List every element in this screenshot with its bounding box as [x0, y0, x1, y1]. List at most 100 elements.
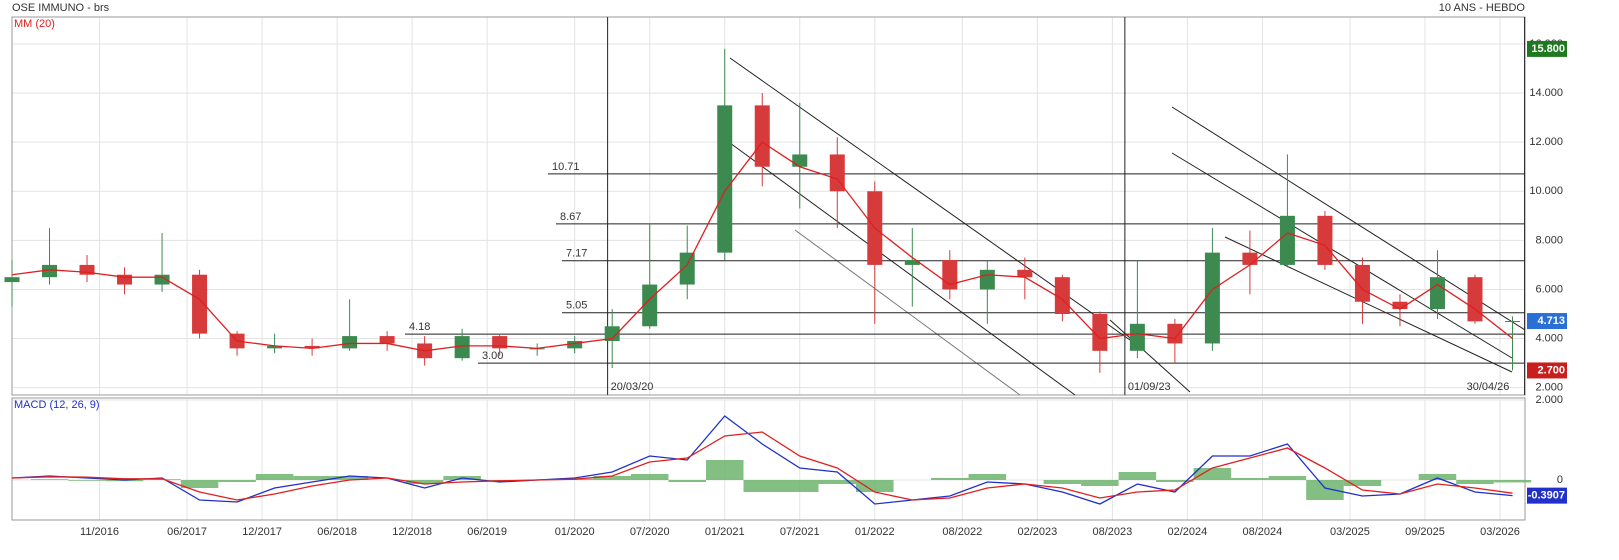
- level-label: 8.67: [560, 211, 581, 223]
- x-tick-label: 08/2023: [1092, 526, 1132, 538]
- candle-body: [567, 341, 583, 349]
- value-badge: [1527, 313, 1567, 330]
- x-tick-label: 01/2022: [855, 526, 895, 538]
- subtitle: 10 ANS - HEBDO: [1439, 2, 1526, 14]
- candle-body: [679, 252, 695, 285]
- candle-body: [267, 345, 283, 349]
- histogram-bar: [1118, 472, 1157, 480]
- x-tick-label: 08/2024: [1243, 526, 1283, 538]
- y-tick-label: 8.000: [1535, 234, 1563, 246]
- value-badge: [1527, 487, 1567, 504]
- marker-label: 20/03/20: [611, 381, 654, 393]
- y-tick-label: 10.000: [1529, 185, 1563, 197]
- histogram-bar: [818, 480, 857, 484]
- histogram-bar: [743, 480, 782, 492]
- candle-body: [1467, 277, 1483, 322]
- histogram-bar: [1343, 480, 1382, 486]
- histogram-bar: [1493, 480, 1532, 483]
- trend-line: [729, 142, 1076, 396]
- x-tick-label: 11/2016: [80, 526, 119, 538]
- level-label: 5.05: [566, 300, 587, 312]
- x-tick-label: 06/2017: [167, 526, 207, 538]
- histogram-bar: [968, 474, 1007, 480]
- candle-body: [1279, 215, 1295, 265]
- histogram-bar: [1418, 474, 1457, 480]
- histogram-bar: [218, 480, 256, 482]
- y-tick-label: 2.000: [1535, 394, 1563, 406]
- y-tick-label: 2.000: [1535, 382, 1563, 394]
- trend-line: [1171, 152, 1513, 359]
- y-tick-label: 12.000: [1529, 136, 1563, 148]
- y-tick-label: 14.000: [1529, 87, 1563, 99]
- candle-body: [1129, 323, 1145, 351]
- histogram-bar: [931, 478, 969, 480]
- histogram-bar: [593, 476, 631, 480]
- level-label: 4.18: [409, 321, 430, 333]
- x-tick-label: 03/2026: [1480, 526, 1520, 538]
- candle-body: [379, 336, 395, 344]
- legend-label: MM (20): [14, 18, 55, 30]
- x-tick-label: 02/2024: [1168, 526, 1208, 538]
- value-badge: [1527, 40, 1567, 57]
- candle-body: [1317, 215, 1333, 265]
- candle-body: [1017, 269, 1033, 278]
- trend-lines: [405, 17, 1526, 396]
- histogram-bar: [668, 480, 706, 482]
- x-tick-label: 08/2022: [942, 526, 982, 538]
- candle-body: [829, 154, 845, 192]
- grid: [12, 399, 1525, 520]
- value-badge-label: 15.800: [1531, 43, 1565, 55]
- level-label: 7.17: [566, 248, 587, 260]
- candle-body: [304, 345, 320, 349]
- histogram-bar: [293, 476, 331, 480]
- value-badge-label: 2.700: [1537, 364, 1565, 376]
- histogram-bar: [1081, 480, 1119, 486]
- y-tick-label: 0: [1557, 474, 1563, 486]
- candle-body: [4, 277, 20, 283]
- series-line: [11, 415, 1513, 505]
- x-tick-label: 09/2025: [1405, 526, 1445, 538]
- value-badge-label: -0.3907: [1528, 490, 1565, 502]
- histogram-bar: [1156, 480, 1194, 482]
- candle-body: [1392, 301, 1408, 310]
- histogram-bar: [143, 479, 181, 480]
- histogram-bar: [255, 474, 294, 480]
- candle-body: [192, 274, 208, 334]
- y-tick-label: 4.000: [1535, 332, 1563, 344]
- candle-body: [792, 154, 808, 167]
- histogram-bar: [68, 480, 106, 481]
- x-tick-label: 01/2021: [705, 526, 745, 538]
- candle-body: [117, 274, 133, 285]
- candle-body: [979, 269, 995, 290]
- histogram-bar: [781, 480, 819, 492]
- candle-body: [717, 105, 733, 253]
- histogram-bar: [405, 480, 444, 484]
- marker-label: 30/04/26: [1467, 381, 1510, 393]
- histogram-bar: [1456, 480, 1494, 484]
- x-tick-label: 06/2019: [467, 526, 507, 538]
- candle-body: [1354, 264, 1370, 302]
- histogram-bar: [1043, 480, 1082, 484]
- x-tick-label: 07/2021: [780, 526, 820, 538]
- histogram-bar: [330, 476, 369, 480]
- candle-body: [1092, 314, 1108, 351]
- y-tick-label: 6.000: [1535, 283, 1563, 295]
- candle-body: [604, 326, 620, 341]
- x-tick-label: 02/2023: [1017, 526, 1057, 538]
- candle-body: [754, 105, 770, 167]
- series-line: [11, 141, 1513, 352]
- x-tick-label: 12/2018: [392, 526, 432, 538]
- macd-frame: [11, 397, 1526, 521]
- x-tick-label: 06/2018: [317, 526, 357, 538]
- candle-body: [154, 274, 170, 285]
- histogram-bar: [1268, 476, 1307, 480]
- candle-body: [79, 264, 95, 275]
- histogram-bar: [30, 479, 69, 480]
- marker-label: 01/09/23: [1128, 381, 1171, 393]
- trend-line: [1224, 236, 1513, 373]
- candle-body: [1167, 323, 1183, 344]
- title: OSE IMMUNO - brs: [12, 2, 110, 14]
- candle-body: [1242, 252, 1258, 265]
- value-badge: [1527, 362, 1567, 379]
